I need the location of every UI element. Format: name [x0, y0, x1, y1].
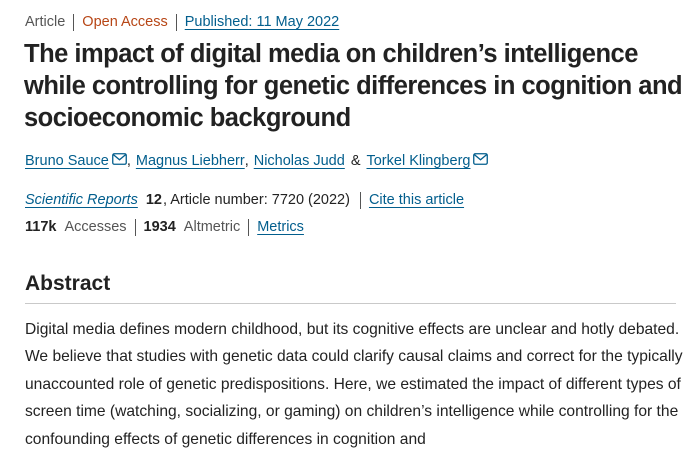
cite-this-article-link[interactable]: Cite this article [368, 192, 465, 208]
accesses-count: 117k [25, 219, 57, 235]
divider [134, 218, 136, 236]
author-link-magnus-liebherr[interactable]: Magnus Liebherr [135, 153, 245, 169]
publication-year: (2022) [308, 192, 350, 208]
divider [175, 13, 177, 31]
open-access-badge: Open Access [82, 14, 168, 30]
article-number: , Article number: 7720 [162, 192, 305, 208]
altmetric-label: Altmetric [183, 219, 241, 235]
divider [359, 191, 361, 209]
accesses-label: Accesses [64, 219, 127, 235]
author-link-torkel-klingberg[interactable]: Torkel Klingberg [366, 153, 471, 169]
mail-icon[interactable] [111, 151, 127, 171]
article-meta: Article Open Access Published: 11 May 20… [25, 12, 339, 32]
divider [73, 13, 75, 31]
citation-row: Scientific Reports 12 , Article number: … [25, 190, 464, 210]
abstract-heading: Abstract [25, 272, 111, 295]
mail-icon-svg [473, 153, 489, 165]
abstract-divider [25, 303, 676, 304]
altmetric-score: 1934 [143, 219, 176, 235]
metrics-row: 117k Accesses 1934 Altmetric Metrics [25, 217, 304, 237]
article-type: Article [25, 14, 66, 30]
author-list: Bruno Sauce , Magnus Liebherr , Nicholas… [25, 151, 489, 171]
journal-link[interactable]: Scientific Reports [25, 192, 138, 208]
divider [248, 218, 250, 236]
metrics-link[interactable]: Metrics [257, 219, 304, 235]
published-date-link[interactable]: Published: 11 May 2022 [184, 14, 340, 30]
abstract-text: Digital media defines modern childhood, … [25, 321, 683, 448]
author-separator-and: & [350, 153, 361, 169]
volume-number: 12 [145, 192, 162, 208]
author-link-nicholas-judd[interactable]: Nicholas Judd [253, 153, 345, 169]
page-title: The impact of digital media on children’… [24, 40, 683, 132]
author-link-bruno-sauce[interactable]: Bruno Sauce [25, 153, 109, 169]
mail-icon-svg [111, 153, 127, 165]
mail-icon[interactable] [473, 151, 489, 171]
author-separator: , [126, 153, 131, 169]
author-separator: , [244, 153, 249, 169]
